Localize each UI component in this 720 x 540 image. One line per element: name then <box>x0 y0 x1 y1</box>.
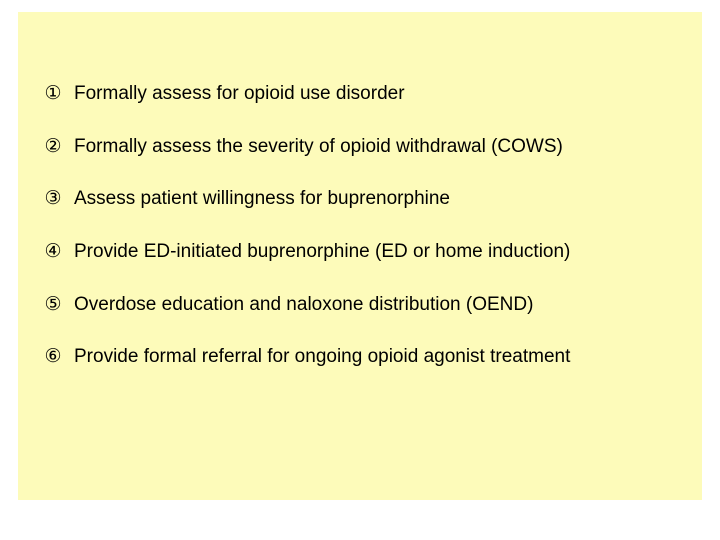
list-text: Provide ED-initiated buprenorphine (ED o… <box>74 240 570 265</box>
list-marker: ④ <box>42 240 64 265</box>
list-marker: ⑤ <box>42 293 64 318</box>
list-marker: ③ <box>42 187 64 212</box>
list-item: ① Formally assess for opioid use disorde… <box>42 82 678 107</box>
list-text: Assess patient willingness for buprenorp… <box>74 187 450 212</box>
list-item: ② Formally assess the severity of opioid… <box>42 135 678 160</box>
numbered-list: ① Formally assess for opioid use disorde… <box>42 82 678 370</box>
list-item: ④ Provide ED-initiated buprenorphine (ED… <box>42 240 678 265</box>
list-text: Formally assess the severity of opioid w… <box>74 135 563 160</box>
slide-container: ① Formally assess for opioid use disorde… <box>0 0 720 540</box>
list-marker: ② <box>42 135 64 160</box>
list-marker: ⑥ <box>42 345 64 370</box>
list-marker: ① <box>42 82 64 107</box>
list-text: Provide formal referral for ongoing opio… <box>74 345 570 370</box>
list-item: ③ Assess patient willingness for bupreno… <box>42 187 678 212</box>
list-item: ⑤ Overdose education and naloxone distri… <box>42 293 678 318</box>
list-text: Formally assess for opioid use disorder <box>74 82 405 107</box>
list-text: Overdose education and naloxone distribu… <box>74 293 533 318</box>
content-panel: ① Formally assess for opioid use disorde… <box>18 12 702 500</box>
list-item: ⑥ Provide formal referral for ongoing op… <box>42 345 678 370</box>
